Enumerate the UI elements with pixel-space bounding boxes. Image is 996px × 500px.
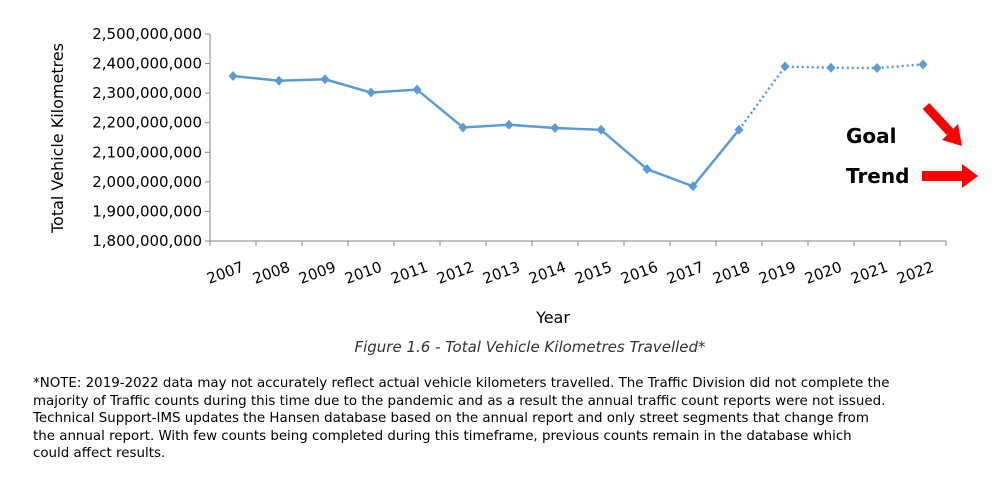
- data-point-marker: [274, 75, 284, 86]
- note-line: *NOTE: 2019-2022 data may not accurately…: [33, 376, 890, 391]
- figure-caption: Figure 1.6 - Total Vehicle Kilometres Tr…: [354, 338, 706, 356]
- x-tick-label: 2018: [710, 258, 752, 288]
- y-tick-label: 2,500,000,000: [92, 25, 202, 43]
- note-line: could affect results.: [33, 446, 166, 461]
- series-solid-segment: [232, 74, 740, 188]
- line-chart: 1,800,000,000 1,900,000,000 2,000,000,000 2…: [48, 25, 978, 327]
- x-tick-label: 2013: [480, 258, 522, 288]
- data-point-marker: [780, 61, 790, 72]
- data-point-marker: [412, 84, 422, 95]
- x-tick-label: 2021: [848, 258, 890, 288]
- trend-label: Trend: [846, 164, 909, 188]
- goal-arrow-down-icon: [922, 102, 962, 146]
- x-tick-label: 2012: [434, 258, 476, 288]
- data-point-marker: [596, 124, 606, 135]
- data-point-marker: [872, 63, 882, 74]
- x-tick-label: 2022: [894, 258, 936, 288]
- data-point-marker: [550, 123, 560, 134]
- x-tick-label: 2010: [342, 258, 384, 288]
- note-line: Technical Support-IMS updates the Hansen…: [33, 411, 869, 426]
- x-tick-label: 2011: [388, 258, 430, 288]
- x-tick-label: 2009: [296, 258, 338, 288]
- y-axis: 1,800,000,000 1,900,000,000 2,000,000,000 2…: [92, 25, 211, 250]
- x-axis-label: Year: [535, 308, 570, 327]
- y-axis-label: Total Vehicle Kilometres: [48, 43, 67, 234]
- x-tick-label: 2019: [756, 258, 798, 288]
- series-dotted-segment: [737, 63, 924, 131]
- y-tick-label: 1,800,000,000: [92, 232, 202, 250]
- data-point-marker: [918, 59, 928, 70]
- y-tick-label: 2,300,000,000: [92, 84, 202, 102]
- data-point-marker: [826, 62, 836, 73]
- goal-label: Goal: [846, 124, 897, 148]
- y-tick-label: 1,900,000,000: [92, 202, 202, 220]
- note-line: the annual report. With few counts being…: [33, 428, 852, 444]
- x-tick-label: 2008: [250, 258, 292, 288]
- trend-arrow-right-icon: [922, 164, 978, 188]
- x-tick-label: 2017: [664, 258, 706, 288]
- note-line: majority of Traffic counts during this t…: [33, 393, 886, 409]
- data-point-marker: [642, 164, 652, 175]
- y-tick-label: 2,400,000,000: [92, 55, 202, 73]
- x-tick-label: 2007: [204, 258, 246, 288]
- y-tick-label: 2,100,000,000: [92, 143, 202, 161]
- x-tick-label: 2014: [526, 258, 568, 288]
- series-line: [228, 59, 928, 192]
- y-tick-label: 2,200,000,000: [92, 114, 202, 132]
- data-point-marker: [688, 181, 698, 192]
- x-tick-label: 2020: [802, 258, 844, 288]
- data-point-marker: [504, 119, 514, 130]
- data-point-marker: [458, 122, 468, 133]
- x-tick-label: 2015: [572, 258, 614, 288]
- data-point-marker: [228, 70, 238, 81]
- y-tick-label: 2,000,000,000: [92, 173, 202, 191]
- data-point-marker: [734, 124, 744, 135]
- x-tick-label: 2016: [618, 258, 660, 288]
- x-axis: 2007 2008 2009 2010 2011 2012 2013 2014 2015 2016…: [204, 240, 947, 288]
- footnote: *NOTE: 2019-2022 data may not accurately…: [33, 375, 890, 463]
- data-point-marker: [366, 87, 376, 98]
- data-point-marker: [320, 74, 330, 85]
